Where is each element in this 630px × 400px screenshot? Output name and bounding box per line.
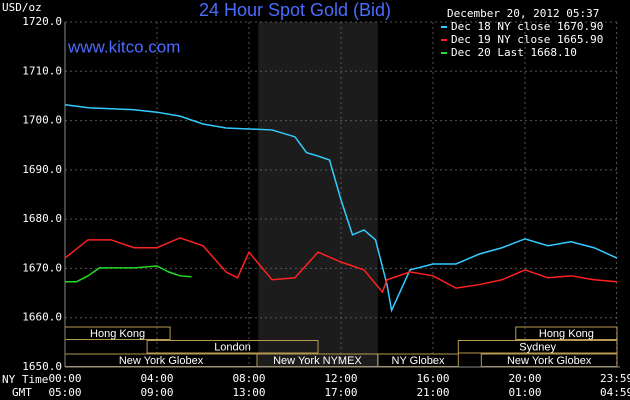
x2-tick-label: 21:00	[416, 386, 449, 399]
x-tick-label: 23:59	[600, 372, 630, 385]
site: www.kitco.com	[67, 37, 180, 56]
x-tick-label: 16:00	[416, 372, 449, 385]
price-line	[64, 237, 618, 294]
x-tick-label: 00:00	[48, 372, 81, 385]
shade	[258, 22, 378, 367]
session-label: New York Globex	[119, 355, 204, 367]
session-box	[457, 340, 618, 354]
session-label: New York NYMEX	[273, 355, 362, 367]
x-tick-label: 08:00	[232, 372, 265, 385]
session-label: New York Globex	[507, 355, 592, 367]
session-label: Hong Kong	[539, 328, 594, 340]
y-tick-label: 1700.0	[22, 114, 62, 127]
y-tick-label: 1650.0	[22, 360, 62, 373]
x-row-label: GMT	[12, 386, 32, 399]
x2-tick-label: 09:00	[140, 386, 173, 399]
x2-tick-label: 17:00	[324, 386, 357, 399]
y-tick-label: 1710.0	[22, 64, 62, 77]
x2-tick-label: 05:00	[48, 386, 81, 399]
legend-entry: Dec 18 NY close 1670.90	[451, 20, 603, 33]
legend-entry: Dec 20 Last 1668.10	[451, 46, 577, 59]
date-stamp: December 20, 2012 05:37	[447, 7, 599, 20]
x2-tick-label: 13:00	[232, 386, 265, 399]
session-label: Sydney	[519, 341, 556, 353]
y-tick-label: 1680.0	[22, 212, 62, 225]
price-line	[64, 104, 618, 313]
session-label: Hong Kong	[90, 328, 145, 340]
x-tick-label: 12:00	[324, 372, 357, 385]
session-label: London	[214, 341, 251, 353]
y-axis-label: USD/oz	[2, 1, 42, 14]
legend-entry: Dec 19 NY close 1665.90	[451, 33, 603, 46]
x-tick-label: 04:00	[140, 372, 173, 385]
session-box	[515, 326, 618, 340]
y-tick-label: 1660.0	[22, 311, 62, 324]
chart-title: 24 Hour Spot Gold (Bid)	[199, 0, 391, 20]
y-tick-label: 1670.0	[22, 261, 62, 274]
x-tick-label: 20:00	[508, 372, 541, 385]
x-row-label: NY Time	[2, 373, 48, 386]
session-label: NY Globex	[392, 355, 445, 367]
y-tick-label: 1720.0	[22, 15, 62, 28]
price-line	[65, 265, 192, 283]
x2-tick-label: 01:00	[508, 386, 541, 399]
session-box	[146, 340, 319, 354]
x2-tick-label: 04:59	[600, 386, 630, 399]
y-tick-label: 1690.0	[22, 163, 62, 176]
